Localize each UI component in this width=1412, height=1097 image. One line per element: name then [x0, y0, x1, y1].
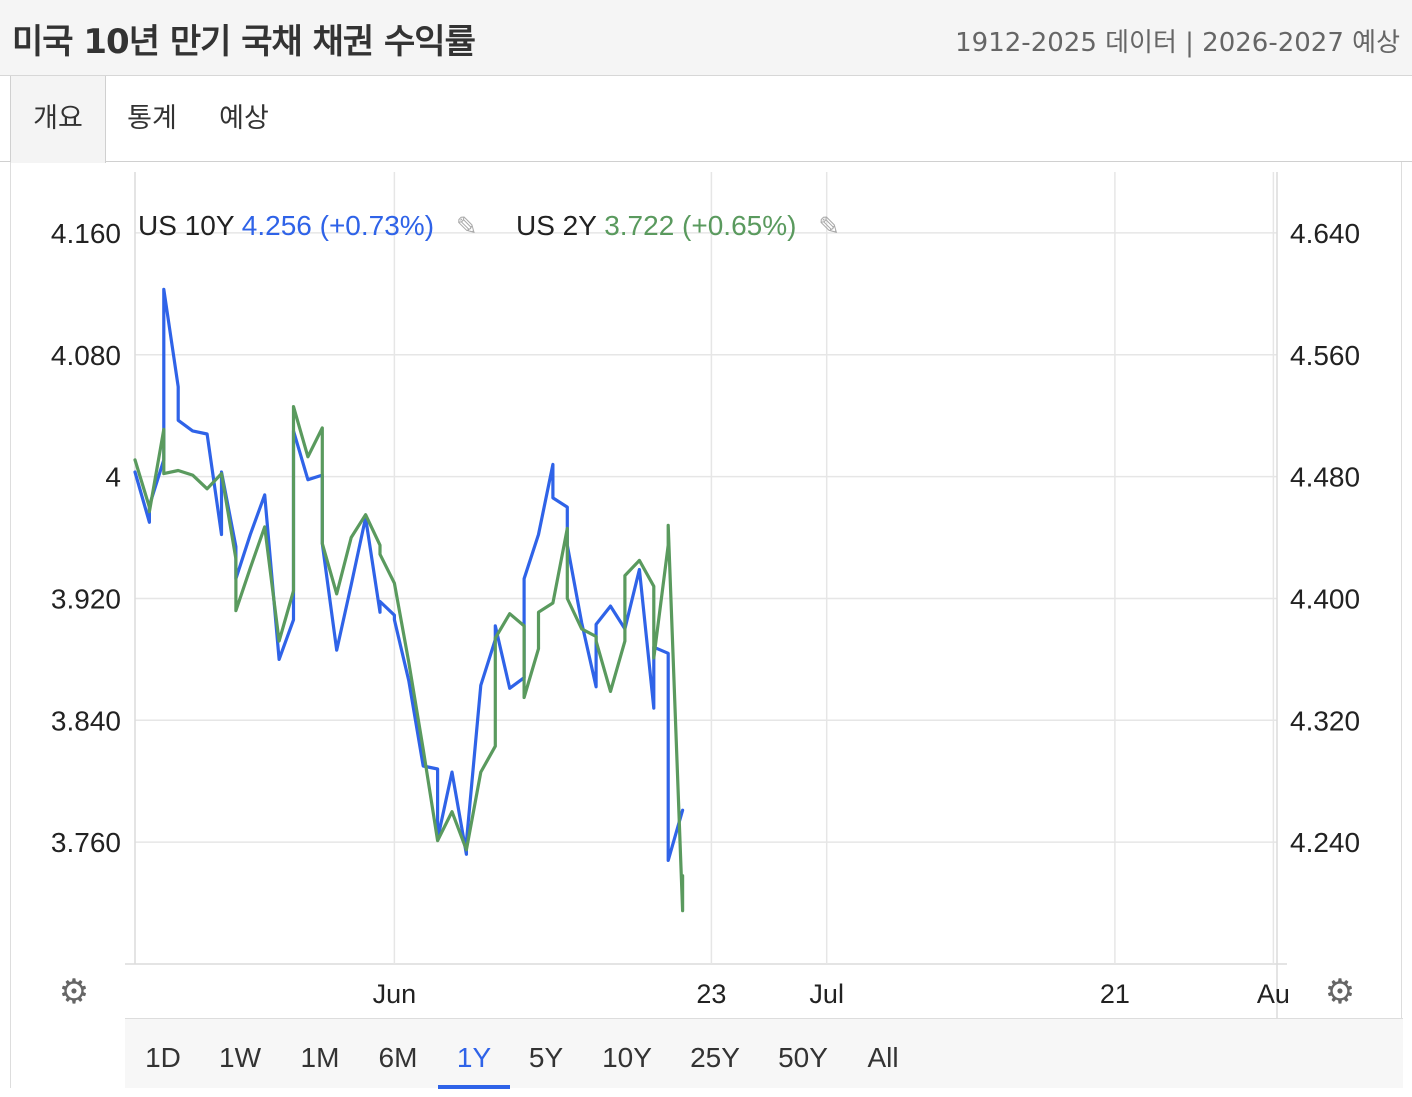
x-tick-label: 21 [1100, 979, 1130, 1009]
range-all-button[interactable]: All [867, 1042, 899, 1073]
series-line-us2y[interactable] [133, 405, 685, 913]
data-range-subtitle: 1912-2025 데이터 | 2026-2027 예상 [955, 28, 1400, 58]
range-5y-button[interactable]: 5Y [528, 1042, 564, 1073]
legend-us2y-value: 3.722 (+0.65%) [604, 210, 797, 241]
page-header: 미국 10년 만기 국채 채권 수익률 1912-2025 데이터 | 2026… [0, 0, 1412, 76]
left-tick-label: 3.760 [51, 827, 121, 858]
gear-icon[interactable]: ⚙ [58, 973, 90, 1011]
left-tick-label: 4.080 [51, 340, 121, 371]
tab-forecast[interactable]: 예상 [219, 103, 269, 134]
x-tick-label: Au [1257, 979, 1290, 1009]
range-50y-button[interactable]: 50Y [778, 1042, 828, 1073]
tab-statistics[interactable]: 통계 [127, 103, 177, 134]
range-1d-button[interactable]: 1D [145, 1042, 181, 1073]
x-tick-label: Jul [809, 979, 844, 1009]
legend-us2y[interactable]: US 2Y 3.722 (+0.65%) ✎ [516, 210, 840, 242]
right-tick-label: 4.320 [1290, 705, 1360, 736]
range-1y-button[interactable]: 1Y [438, 1019, 510, 1089]
page-title: 미국 10년 만기 국채 채권 수익률 [12, 22, 476, 62]
range-6m-button[interactable]: 6M [378, 1042, 418, 1073]
gear-icon[interactable]: ⚙ [1324, 973, 1356, 1011]
legend-us2y-name: US 2Y [516, 210, 597, 241]
x-tick-label: 23 [696, 979, 726, 1009]
range-1m-button[interactable]: 1M [300, 1042, 340, 1073]
range-1w-button[interactable]: 1W [219, 1042, 261, 1073]
left-tick-label: 3.840 [51, 705, 121, 736]
pencil-icon[interactable]: ✎ [455, 211, 478, 241]
legend-us10y-name: US 10Y [138, 210, 234, 241]
series-line-us10y[interactable] [133, 287, 685, 863]
tab-overview[interactable]: 개요 [10, 76, 106, 163]
legend-us10y-value: 4.256 (+0.73%) [241, 210, 435, 241]
left-tick-label: 4.160 [51, 218, 121, 249]
tab-bar: 개요 통계 예상 [0, 76, 1412, 163]
right-tick-label: 4.560 [1290, 340, 1360, 371]
range-10y-button[interactable]: 10Y [602, 1042, 652, 1073]
right-tick-label: 4.480 [1290, 462, 1360, 493]
left-tick-label: 4 [105, 462, 121, 493]
right-tick-label: 4.400 [1290, 583, 1360, 614]
time-range-bar: 1D 1W 1M 6M 1Y 5Y 10Y 25Y 50Y All [125, 1018, 1403, 1089]
yield-line-chart[interactable]: 4.160 4.640 4.080 4.560 4 4.480 3.920 4.400 3.84… [0, 0, 1412, 1020]
right-tick-label: 4.240 [1290, 827, 1360, 858]
right-tick-label: 4.640 [1290, 218, 1360, 249]
legend-us10y[interactable]: US 10Y 4.256 (+0.73%) ✎ [138, 210, 478, 242]
x-tick-label: Jun [373, 979, 417, 1009]
chart-panel [10, 162, 1402, 1088]
left-tick-label: 3.920 [51, 583, 121, 614]
range-25y-button[interactable]: 25Y [690, 1042, 740, 1073]
pencil-icon[interactable]: ✎ [818, 211, 841, 241]
